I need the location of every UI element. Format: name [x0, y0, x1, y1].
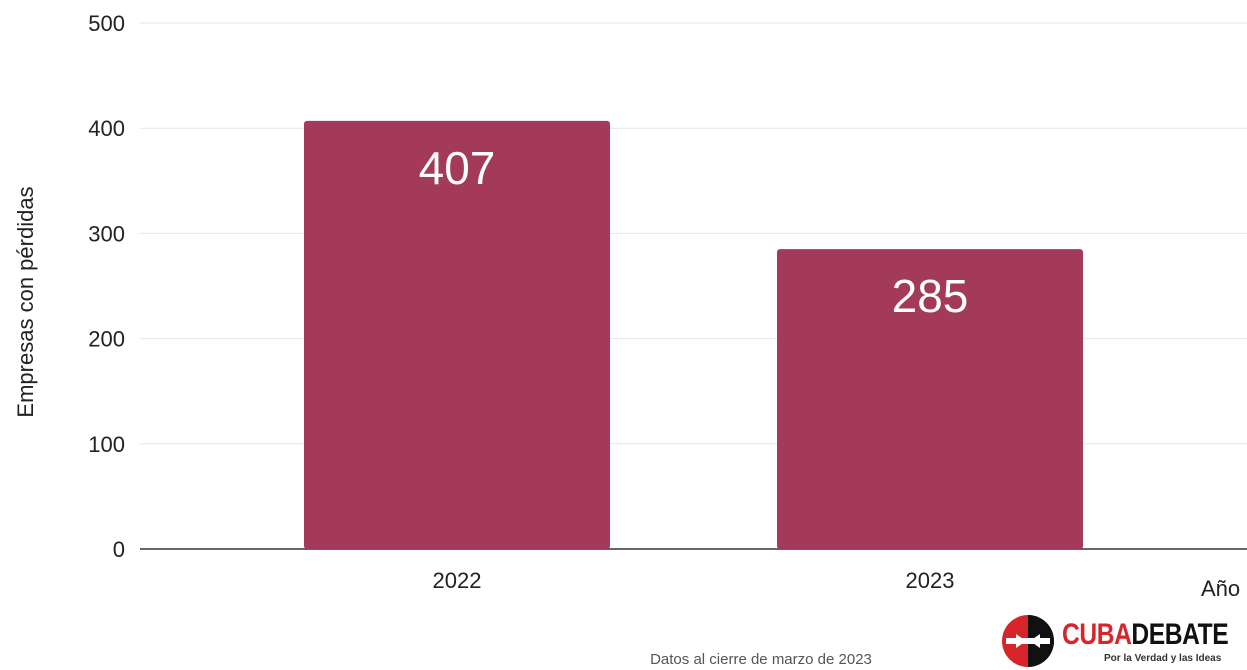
logo-wordmark: CUBADEBATE — [1062, 618, 1229, 651]
bar-value-label: 285 — [892, 270, 969, 322]
bar — [304, 120, 610, 549]
y-tick-label: 0 — [113, 537, 125, 562]
bar-value-label: 407 — [419, 142, 496, 194]
y-tick-label: 100 — [88, 432, 125, 457]
x-axis-label: Año — [1201, 576, 1240, 601]
y-axis-label: Empresas con pérdidas — [13, 186, 38, 417]
cubadebate-logo: CUBADEBATE Por la Verdad y las Ideas — [1000, 613, 1244, 669]
y-tick-label: 400 — [88, 116, 125, 141]
y-axis-ticks: 0 100 200 300 400 500 — [88, 11, 125, 562]
x-tick-label: 2023 — [906, 568, 955, 593]
x-axis-ticks: 2022 2023 — [433, 568, 955, 593]
x-tick-label: 2022 — [433, 568, 482, 593]
y-tick-label: 200 — [88, 327, 125, 352]
source-note: Datos al cierre de marzo de 2023 — [650, 651, 872, 668]
logo-name-cuba: CUBA — [1062, 618, 1132, 651]
logo-slogan: Por la Verdad y las Ideas — [1104, 653, 1222, 664]
bars: 407 285 — [304, 120, 1083, 549]
y-tick-label: 300 — [88, 221, 125, 246]
logo-emblem-icon — [1002, 615, 1054, 667]
bar — [777, 249, 1083, 549]
y-tick-label: 500 — [88, 11, 125, 36]
logo-name-debate: DEBATE — [1131, 618, 1229, 651]
